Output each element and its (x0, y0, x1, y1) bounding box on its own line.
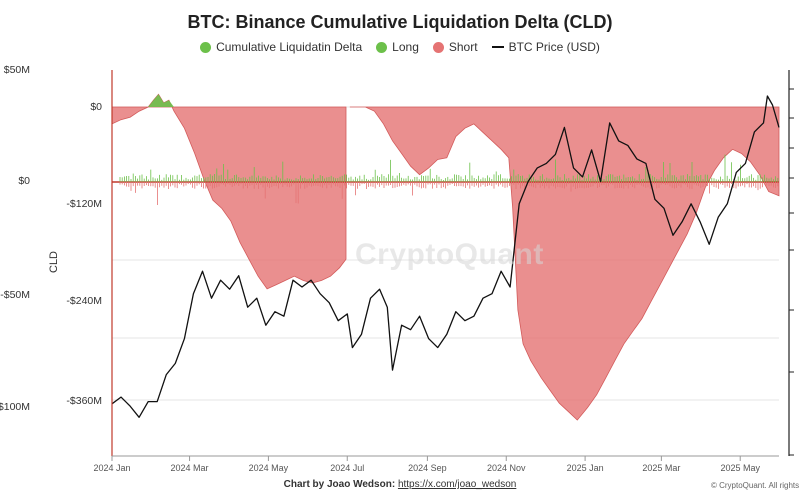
legend: Cumulative Liquidatin Delta Long Short B… (0, 40, 800, 54)
copyright: © CryptoQuant. All rights re (711, 481, 800, 490)
cld-area-segment-1 (349, 106, 780, 421)
legend-marker-price (491, 46, 504, 48)
legend-item-short[interactable]: Short (432, 40, 478, 54)
legend-marker-short (432, 41, 444, 53)
axis-labels-layer: 2024 Jan 2024 Mar 2024 May 2024 Jul 2024 Sep… (0, 64, 794, 473)
outer-y-tick-label: $0 (18, 175, 30, 187)
legend-label-short: Short (448, 40, 478, 54)
outer-y-tick-label: -$50M (0, 289, 30, 301)
inner-y-tick-label: $0 (90, 101, 102, 113)
x-tick-label: 2024 Nov (487, 463, 526, 473)
legend-marker-long (376, 41, 388, 53)
credit-link[interactable]: https://x.com/joao_wedson (397, 479, 517, 490)
chart-title: BTC: Binance Cumulative Liquidation Delt… (187, 12, 613, 32)
legend-item-long[interactable]: Long (376, 40, 419, 54)
liquidation-bars-layer (112, 154, 779, 205)
x-tick-label: 2024 May (249, 463, 289, 473)
legend-label-long: Long (392, 40, 419, 54)
x-tick-label: 2024 Mar (171, 463, 209, 473)
legend-item-price[interactable]: BTC Price (USD) (491, 40, 600, 54)
outer-y-tick-label: -$100M (0, 401, 30, 413)
credit-prefix: Chart by Joao Wedson: (283, 479, 396, 490)
x-tick-label: 2024 Sep (408, 463, 447, 473)
legend-label-cld: Cumulative Liquidatin Delta (216, 40, 363, 54)
legend-label-price: BTC Price (USD) (508, 40, 600, 54)
legend-item-cld[interactable]: Cumulative Liquidatin Delta (200, 40, 362, 54)
btc-price-line (111, 95, 780, 418)
x-tick-label: 2025 Mar (642, 463, 680, 473)
outer-y-tick-label: $50M (4, 64, 30, 76)
inner-y-tick-label: -$240M (66, 295, 102, 307)
cld-axis-label: CLD (48, 251, 60, 273)
x-tick-label: 2024 Jan (93, 463, 130, 473)
axes-layer (111, 70, 790, 457)
x-tick-label: 2025 May (720, 463, 760, 473)
x-tick-label: 2024 Jul (330, 463, 364, 473)
cld-area-positive (148, 94, 174, 107)
inner-y-tick-label: -$360M (66, 395, 102, 407)
x-tick-label: 2025 Jan (567, 463, 604, 473)
cld-area-layer (111, 93, 780, 421)
legend-marker-cld (200, 41, 212, 53)
footer-credit: Chart by Joao Wedson: https://x.com/joao… (0, 479, 800, 490)
inner-y-tick-label: -$120M (66, 198, 102, 210)
price-line-layer (111, 95, 780, 418)
